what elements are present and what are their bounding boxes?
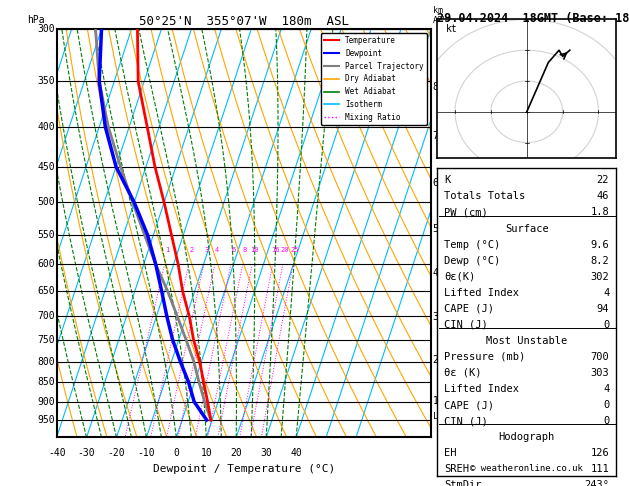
Text: -10: -10 xyxy=(138,448,155,458)
Text: 46: 46 xyxy=(597,191,610,201)
Text: 700: 700 xyxy=(37,312,55,321)
Text: Most Unstable: Most Unstable xyxy=(486,336,567,346)
Text: 4: 4 xyxy=(603,288,610,298)
Text: kt: kt xyxy=(446,24,458,34)
Text: 1: 1 xyxy=(433,396,438,406)
Text: 0: 0 xyxy=(603,320,610,330)
Text: Totals Totals: Totals Totals xyxy=(444,191,526,201)
Text: 2: 2 xyxy=(189,247,194,253)
Text: CAPE (J): CAPE (J) xyxy=(444,304,494,314)
Text: Dewpoint / Temperature (°C): Dewpoint / Temperature (°C) xyxy=(153,464,335,474)
Text: 4: 4 xyxy=(215,247,220,253)
Text: -30: -30 xyxy=(78,448,96,458)
Text: CIN (J): CIN (J) xyxy=(444,320,488,330)
Text: Temp (°C): Temp (°C) xyxy=(444,240,501,250)
Text: 550: 550 xyxy=(37,230,55,240)
Text: 750: 750 xyxy=(37,335,55,345)
Legend: Temperature, Dewpoint, Parcel Trajectory, Dry Adiabat, Wet Adiabat, Isotherm, Mi: Temperature, Dewpoint, Parcel Trajectory… xyxy=(321,33,427,125)
Text: Mixing Ratio (g/kg): Mixing Ratio (g/kg) xyxy=(454,267,464,363)
Text: CIN (J): CIN (J) xyxy=(444,416,488,426)
Text: 7: 7 xyxy=(433,131,438,140)
Title: 50°25'N  355°07'W  180m  ASL: 50°25'N 355°07'W 180m ASL xyxy=(139,15,348,28)
Text: 8: 8 xyxy=(243,247,247,253)
Text: Pressure (mb): Pressure (mb) xyxy=(444,352,526,362)
Text: 20: 20 xyxy=(230,448,242,458)
Text: EH: EH xyxy=(444,448,457,458)
Text: km
ASL: km ASL xyxy=(433,6,448,25)
Text: Lifted Index: Lifted Index xyxy=(444,384,520,394)
Text: 9.6: 9.6 xyxy=(591,240,610,250)
Text: K: K xyxy=(444,175,450,185)
Text: θε(K): θε(K) xyxy=(444,272,476,282)
Text: 40: 40 xyxy=(290,448,302,458)
Text: 850: 850 xyxy=(37,377,55,387)
Text: 300: 300 xyxy=(37,24,55,34)
Text: © weatheronline.co.uk: © weatheronline.co.uk xyxy=(470,464,583,473)
Text: PW (cm): PW (cm) xyxy=(444,208,488,217)
Text: 0: 0 xyxy=(603,416,610,426)
Text: 900: 900 xyxy=(37,397,55,407)
Text: 30: 30 xyxy=(260,448,272,458)
Text: 400: 400 xyxy=(37,122,55,132)
Text: 111: 111 xyxy=(591,464,610,474)
Text: Surface: Surface xyxy=(505,224,548,234)
Text: Hodograph: Hodograph xyxy=(499,432,555,442)
Text: 10: 10 xyxy=(201,448,212,458)
Text: 800: 800 xyxy=(37,357,55,367)
Text: 20: 20 xyxy=(281,247,289,253)
Text: Dewp (°C): Dewp (°C) xyxy=(444,256,501,266)
Text: 6: 6 xyxy=(433,178,438,188)
Text: 3: 3 xyxy=(204,247,208,253)
Text: 29.04.2024  18GMT (Base: 18): 29.04.2024 18GMT (Base: 18) xyxy=(437,12,629,25)
Text: 94: 94 xyxy=(597,304,610,314)
Text: 600: 600 xyxy=(37,259,55,269)
Text: -20: -20 xyxy=(108,448,125,458)
Text: θε (K): θε (K) xyxy=(444,368,482,378)
Text: 22: 22 xyxy=(597,175,610,185)
Text: 2: 2 xyxy=(433,355,438,364)
Text: 1.8: 1.8 xyxy=(591,208,610,217)
Text: 8: 8 xyxy=(433,82,438,92)
Text: 4: 4 xyxy=(433,268,438,278)
Text: 500: 500 xyxy=(37,197,55,208)
Text: 302: 302 xyxy=(591,272,610,282)
Text: 16: 16 xyxy=(270,247,279,253)
Text: Lifted Index: Lifted Index xyxy=(444,288,520,298)
Text: -40: -40 xyxy=(48,448,65,458)
Text: 0: 0 xyxy=(174,448,179,458)
Text: 650: 650 xyxy=(37,286,55,296)
Text: 126: 126 xyxy=(591,448,610,458)
Text: SREH: SREH xyxy=(444,464,469,474)
Text: 3: 3 xyxy=(433,312,438,322)
Text: 4: 4 xyxy=(603,384,610,394)
Text: LCL: LCL xyxy=(433,412,449,421)
Text: 700: 700 xyxy=(591,352,610,362)
Text: 10: 10 xyxy=(250,247,259,253)
Text: 303: 303 xyxy=(591,368,610,378)
Text: 0: 0 xyxy=(603,400,610,410)
Text: 950: 950 xyxy=(37,415,55,425)
Text: 6: 6 xyxy=(231,247,235,253)
Text: 243°: 243° xyxy=(584,480,610,486)
Text: 1: 1 xyxy=(165,247,169,253)
Text: 5: 5 xyxy=(433,224,438,234)
Text: hPa: hPa xyxy=(27,15,45,25)
Text: 350: 350 xyxy=(37,76,55,87)
Text: StmDir: StmDir xyxy=(444,480,482,486)
Text: 25: 25 xyxy=(291,247,299,253)
Text: CAPE (J): CAPE (J) xyxy=(444,400,494,410)
Text: 8.2: 8.2 xyxy=(591,256,610,266)
Text: 450: 450 xyxy=(37,162,55,172)
